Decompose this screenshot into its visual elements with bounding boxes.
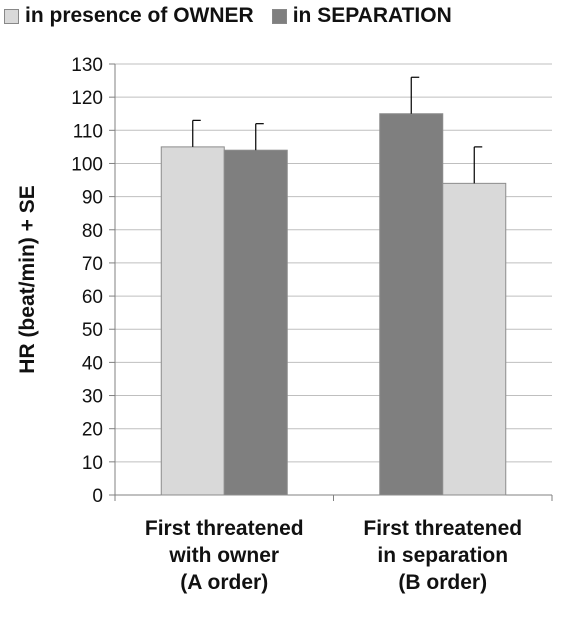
y-tick-label: 70 — [82, 254, 103, 275]
legend-item-owner: in presence of OWNER — [4, 4, 254, 28]
y-tick-label: 20 — [82, 420, 103, 441]
bar — [379, 113, 444, 496]
y-tick-label: 50 — [82, 320, 103, 341]
y-tick-label: 60 — [82, 287, 103, 308]
y-tick-label: 10 — [82, 453, 103, 474]
y-tick-label: 100 — [71, 154, 103, 175]
legend-swatch-separation — [271, 8, 287, 24]
y-tick-label: 120 — [71, 88, 103, 109]
legend-item-separation: in SEPARATION — [271, 4, 452, 28]
y-tick-label: 30 — [82, 387, 103, 408]
y-axis-label: HR (beat/min) + SE — [16, 185, 39, 374]
y-tick-label: 90 — [82, 188, 103, 209]
y-tick-label: 130 — [71, 55, 103, 76]
y-tick-label: 110 — [73, 121, 103, 142]
category-label-a-order: First threatened with owner (A order) — [144, 517, 304, 594]
y-tick-label: 80 — [82, 221, 103, 242]
legend-label-owner: in presence of OWNER — [25, 4, 254, 27]
bar — [442, 182, 507, 496]
y-tick-label: 0 — [92, 486, 103, 507]
bar — [223, 149, 288, 496]
legend-label-separation: in SEPARATION — [292, 4, 452, 27]
category-label-b-order: First threatened in separation (B order) — [363, 517, 523, 594]
y-tick-label: 40 — [82, 353, 103, 374]
legend: in presence of OWNER in SEPARATION — [4, 4, 470, 28]
legend-swatch-owner — [4, 8, 19, 24]
bar — [160, 146, 225, 496]
